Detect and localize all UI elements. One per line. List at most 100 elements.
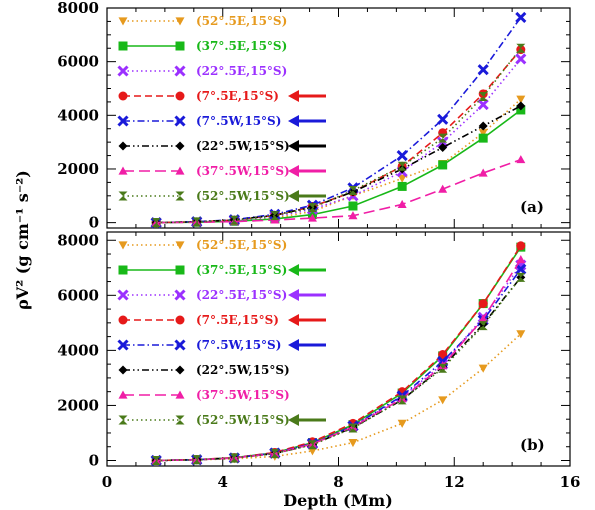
data-point xyxy=(516,330,526,339)
data-point xyxy=(478,321,488,331)
legend-label: (22°.5E,15°S) xyxy=(196,288,287,302)
legend-marker xyxy=(175,390,185,399)
data-point xyxy=(516,241,526,251)
legend-marker xyxy=(118,91,128,101)
series-7: (52°.5W,15°S) xyxy=(118,272,526,465)
legend-arrow-head xyxy=(288,165,299,177)
legend-marker xyxy=(117,339,129,351)
y-tick-label: 8000 xyxy=(57,0,99,17)
legend-arrow-head xyxy=(288,140,299,152)
data-point xyxy=(348,185,358,195)
data-point xyxy=(397,174,407,183)
data-point xyxy=(307,213,317,222)
x-tick-label: 8 xyxy=(333,473,343,491)
legend-marker xyxy=(118,17,128,26)
data-point xyxy=(516,272,526,282)
legend-arrow-head xyxy=(288,264,299,276)
legend-label: (37°.5W,15°S) xyxy=(196,164,290,178)
data-point xyxy=(438,350,448,360)
legend-marker xyxy=(118,415,128,425)
data-point xyxy=(192,217,202,227)
x-tick-label: 12 xyxy=(444,473,465,491)
legend-label: (22°.5W,15°S) xyxy=(196,139,290,153)
data-point xyxy=(348,439,358,448)
panel-b: 0 4 8 12 16 0 2000 4000 6000 8000 (52°.5E,15°S) (37… xyxy=(57,231,580,491)
series-6: (37°.5W,15°S) xyxy=(118,255,526,465)
legend-marker xyxy=(175,166,185,175)
data-point xyxy=(397,419,407,428)
series-line xyxy=(156,245,522,462)
legend-label: (52°.5W,15°S) xyxy=(196,413,290,427)
data-point xyxy=(229,453,239,463)
legend-arrow-head xyxy=(288,115,299,127)
data-point xyxy=(438,396,448,405)
y-tick-label: 0 xyxy=(89,451,99,469)
panel-label: (b) xyxy=(520,436,545,454)
legend-marker xyxy=(175,41,185,51)
series-5: (22°.5W,15°S) xyxy=(118,272,526,465)
legend-marker xyxy=(118,41,128,51)
y-tick-label: 2000 xyxy=(57,396,99,414)
data-point xyxy=(397,199,407,208)
data-point xyxy=(438,143,448,153)
legend-marker xyxy=(174,115,186,127)
data-point xyxy=(478,314,488,323)
legend-marker xyxy=(175,265,185,275)
data-point xyxy=(516,43,526,53)
legend-label: (7°.5W,15°S) xyxy=(196,338,281,352)
series-2: (22°.5E,15°S) xyxy=(117,259,527,467)
x-tick-label: 16 xyxy=(560,473,581,491)
legend-marker xyxy=(118,315,128,325)
legend-label: (7°.5W,15°S) xyxy=(196,114,281,128)
data-point xyxy=(478,92,488,102)
legend-marker xyxy=(175,141,185,151)
legend-label: (37°.5W,15°S) xyxy=(196,388,290,402)
legend-marker xyxy=(175,365,185,375)
legend-label: (22°.5W,15°S) xyxy=(196,363,290,377)
data-point xyxy=(437,113,449,125)
series-2: (22°.5E,15°S) xyxy=(117,53,527,229)
data-point xyxy=(478,121,488,131)
legend-marker xyxy=(174,339,186,351)
legend-marker xyxy=(117,289,129,301)
data-point xyxy=(307,203,317,213)
legend-label: (52°.5W,15°S) xyxy=(196,189,290,203)
legend-marker xyxy=(117,65,129,77)
data-point xyxy=(397,395,407,405)
legend-arrow-head xyxy=(288,90,299,102)
series-line xyxy=(156,246,522,462)
legend-arrow-head xyxy=(288,339,299,351)
data-point xyxy=(438,184,448,193)
data-point xyxy=(396,150,408,162)
data-point xyxy=(515,53,527,65)
data-point xyxy=(516,101,526,111)
legend-label: (37°.5E,15°S) xyxy=(196,263,287,277)
y-tick-label: 2000 xyxy=(57,160,99,178)
data-point xyxy=(151,455,161,465)
legend-marker xyxy=(118,241,128,250)
legend-label: (7°.5E,15°S) xyxy=(196,313,279,327)
data-point xyxy=(478,129,488,138)
data-point xyxy=(348,211,358,220)
series-line xyxy=(156,276,522,462)
data-point xyxy=(438,133,448,143)
legend-marker xyxy=(118,390,128,399)
data-point xyxy=(192,455,202,465)
data-point xyxy=(348,201,358,211)
legend-marker xyxy=(175,315,185,325)
series-6: (37°.5W,15°S) xyxy=(118,155,526,227)
legend-marker xyxy=(174,65,186,77)
series-line xyxy=(156,259,522,462)
legend-label: (52°.5E,15°S) xyxy=(196,14,287,28)
legend-marker xyxy=(118,265,128,275)
series-line xyxy=(156,158,522,224)
legend-marker xyxy=(175,241,185,250)
data-point xyxy=(397,181,407,191)
legend-marker xyxy=(175,17,185,26)
data-point xyxy=(151,218,161,228)
data-point xyxy=(516,155,526,164)
legend-label: (7°.5E,15°S) xyxy=(196,89,279,103)
data-point xyxy=(516,255,526,264)
legend-marker xyxy=(118,166,128,175)
